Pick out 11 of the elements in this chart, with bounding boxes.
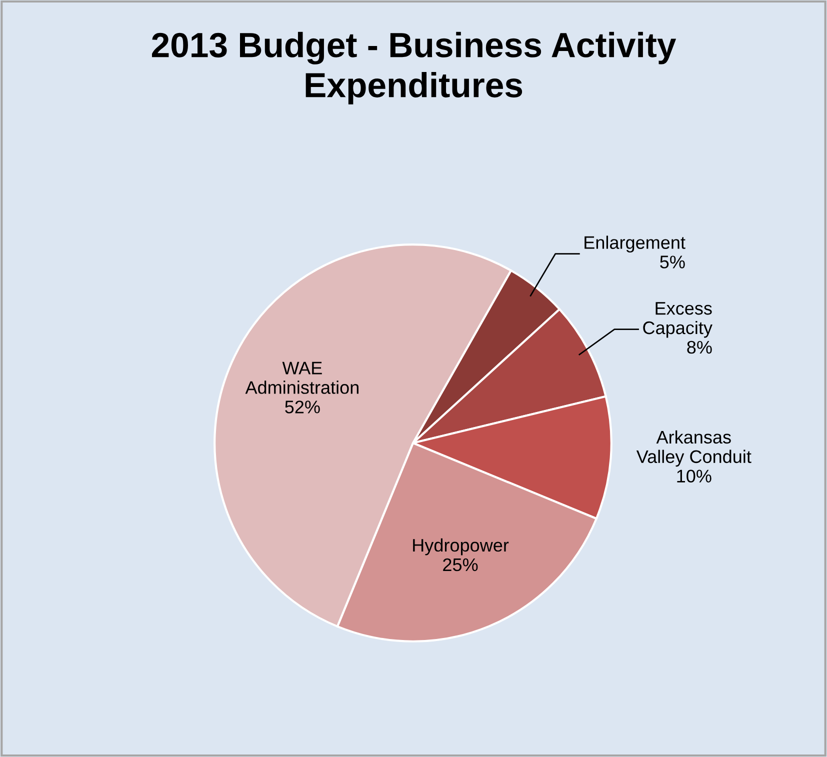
data-label: 10% [677,470,712,483]
slice-label: Enlargement [584,236,686,253]
data-label: 52% [285,400,320,414]
data-label: 25% [443,558,478,572]
slice-label: Arkansas Valley Conduit [636,430,752,467]
slice-label: Excess Capacity [643,302,712,338]
data-label: 5% [660,256,685,268]
slice-label: WAE Administration [245,362,358,394]
data-label: 8% [687,340,712,354]
chart-title: 2013 Budget - Business Activity Expenditures [152,32,676,104]
slice-label: Hydropower [413,538,509,556]
